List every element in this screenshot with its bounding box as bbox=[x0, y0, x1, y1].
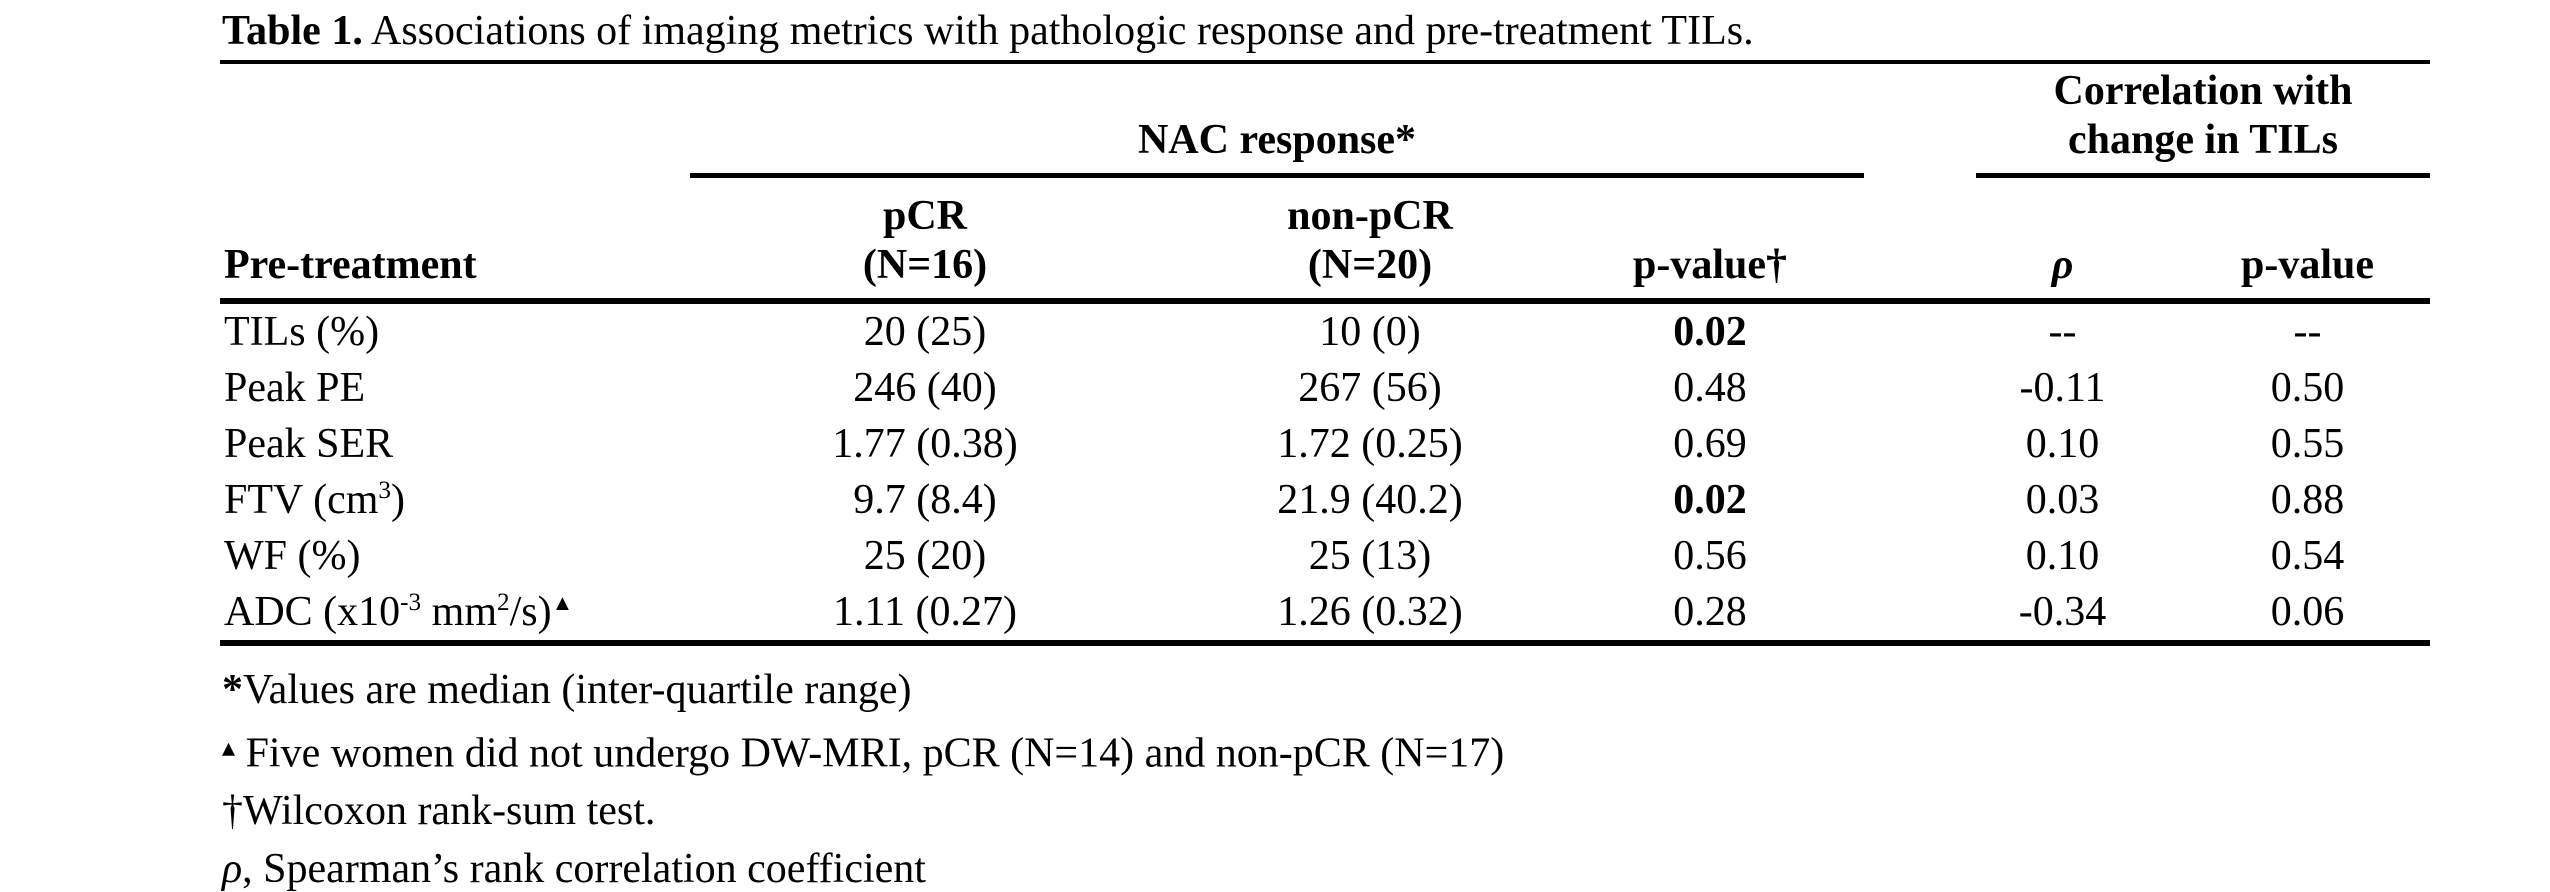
col-header-pcr-line1: pCR bbox=[882, 193, 968, 239]
cell-pcr: 1.11 (0.27) bbox=[690, 584, 1160, 646]
cell-nonpcr: 25 (13) bbox=[1308, 533, 1432, 579]
row-label: Peak PE bbox=[224, 365, 366, 411]
cell-pvalue: 0.28 bbox=[1580, 584, 1841, 646]
cell-gap bbox=[1840, 584, 1941, 646]
nac-response-header: NAC response* bbox=[690, 116, 1865, 178]
row-label: WF (%) bbox=[224, 533, 361, 579]
footnotes: *Values are median (inter-quartile range… bbox=[220, 661, 2430, 892]
data-table: NAC response* Correlation with change in… bbox=[220, 64, 2431, 646]
cell-gap bbox=[1840, 472, 1940, 528]
cell-rho-pvalue: 0.55 bbox=[2270, 421, 2345, 467]
triangle-marker: ▴ bbox=[222, 733, 236, 762]
table-title-label: Table 1. bbox=[222, 8, 363, 54]
cell-pvalue: 0.02 bbox=[1673, 477, 1747, 523]
group-header-correlation-cell: Correlation with change in TILs bbox=[1940, 64, 2431, 178]
column-header-row: Pre-treatment pCR (N=16) non-pCR (N=20) … bbox=[220, 178, 2431, 304]
cell-gap bbox=[1840, 528, 1940, 584]
correlation-header-line1: Correlation with bbox=[2053, 68, 2353, 114]
row-label: FTV (cm3) bbox=[224, 477, 405, 523]
cell-pcr: 20 (25) bbox=[863, 309, 987, 355]
col-header-pvalue-corr: p-value bbox=[2185, 178, 2431, 304]
cell-rho: 0.10 bbox=[2025, 421, 2100, 467]
footnote-wilcoxon-note: †Wilcoxon rank-sum test. bbox=[222, 788, 656, 835]
cell-pcr: 1.77 (0.38) bbox=[832, 421, 1018, 467]
row-label: Peak SER bbox=[224, 421, 394, 467]
document-content: Table 1. Associations of imaging metrics… bbox=[220, 0, 2431, 892]
cell-nonpcr: 1.72 (0.25) bbox=[1277, 421, 1463, 467]
cell-pvalue: 0.02 bbox=[1673, 309, 1747, 355]
table-row-peak-pe: Peak PE 246 (40) 267 (56) 0.48 -0.11 0.5… bbox=[220, 360, 2430, 416]
group-header-nac-cell: NAC response* bbox=[690, 64, 1865, 178]
asterisk-marker: * bbox=[222, 667, 243, 713]
col-header-rho: ρ bbox=[1940, 178, 2186, 304]
col-header-nonpcr: non-pCR (N=20) bbox=[1160, 178, 1580, 304]
table-title: Table 1. Associations of imaging metrics… bbox=[220, 0, 2430, 64]
cell-nonpcr: 21.9 (40.2) bbox=[1277, 477, 1463, 523]
table-row-ftv: FTV (cm3) 9.7 (8.4) 21.9 (40.2) 0.02 0.0… bbox=[220, 472, 2430, 528]
col-header-pretreatment: Pre-treatment bbox=[220, 178, 690, 304]
col-header-pcr: pCR (N=16) bbox=[690, 178, 1160, 304]
cell-rho: -0.34 bbox=[1940, 584, 2186, 646]
cell-gap bbox=[1840, 301, 1940, 360]
table-row-adc: ADC (x10-3 mm2/s)▲ 1.11 (0.27) 1.26 (0.3… bbox=[220, 584, 2431, 646]
table-row-peak-ser: Peak SER 1.77 (0.38) 1.72 (0.25) 0.69 0.… bbox=[220, 416, 2430, 472]
col-header-gap bbox=[1840, 178, 1941, 304]
correlation-header: Correlation with change in TILs bbox=[1976, 67, 2431, 178]
group-header-gap bbox=[1840, 64, 1940, 178]
cell-pvalue: 0.48 bbox=[1673, 365, 1747, 411]
row-label: TILs (%) bbox=[224, 309, 380, 355]
cell-rho-pvalue: -- bbox=[2293, 309, 2322, 355]
cell-rho: -- bbox=[2048, 309, 2077, 355]
cell-rho-pvalue: 0.88 bbox=[2270, 477, 2345, 523]
table-row-wf: WF (%) 25 (20) 25 (13) 0.56 0.10 0.54 bbox=[220, 528, 2430, 584]
dagger-marker: † bbox=[222, 788, 243, 835]
group-header-row: NAC response* Correlation with change in… bbox=[220, 64, 2431, 178]
col-header-pcr-line2: (N=16) bbox=[862, 242, 988, 288]
col-header-nonpcr-line1: non-pCR bbox=[1287, 193, 1453, 239]
row-label: ADC (x10-3 mm2/s)▲ bbox=[220, 584, 690, 646]
cell-gap bbox=[1840, 416, 1940, 472]
cell-rho-pvalue: 0.50 bbox=[2270, 365, 2345, 411]
cell-nonpcr: 267 (56) bbox=[1298, 365, 1442, 411]
footnote-spearman-note: ρ, Spearman’s rank correlation coefficie… bbox=[222, 846, 926, 892]
cell-rho-pvalue: 0.06 bbox=[2185, 584, 2431, 646]
cell-rho: -0.11 bbox=[2019, 365, 2106, 411]
col-header-pvalue-nac: p-value† bbox=[1580, 178, 1841, 304]
cell-rho: 0.03 bbox=[2025, 477, 2100, 523]
cell-pcr: 9.7 (8.4) bbox=[853, 477, 997, 523]
cell-pcr: 246 (40) bbox=[853, 365, 997, 411]
cell-nonpcr: 10 (0) bbox=[1319, 309, 1421, 355]
cell-pvalue: 0.56 bbox=[1673, 533, 1747, 579]
col-header-nonpcr-line2: (N=20) bbox=[1307, 242, 1433, 288]
cell-pcr: 25 (20) bbox=[863, 533, 987, 579]
cell-nonpcr: 1.26 (0.32) bbox=[1160, 584, 1580, 646]
table-row-tils: TILs (%) 20 (25) 10 (0) 0.02 -- -- bbox=[220, 301, 2430, 360]
footnote-values-note: *Values are median (inter-quartile range… bbox=[222, 667, 912, 713]
rho-symbol: ρ bbox=[222, 846, 243, 892]
cell-gap bbox=[1840, 360, 1940, 416]
group-header-empty bbox=[220, 64, 690, 178]
cell-rho: 0.10 bbox=[2025, 533, 2100, 579]
cell-rho-pvalue: 0.54 bbox=[2270, 533, 2345, 579]
table-title-caption: Associations of imaging metrics with pat… bbox=[362, 8, 1754, 54]
footnote-dwmri-note: ▴ Five women did not undergo DW-MRI, pCR… bbox=[222, 730, 1505, 777]
cell-pvalue: 0.69 bbox=[1673, 421, 1747, 467]
correlation-header-line2: change in TILs bbox=[2068, 117, 2339, 163]
